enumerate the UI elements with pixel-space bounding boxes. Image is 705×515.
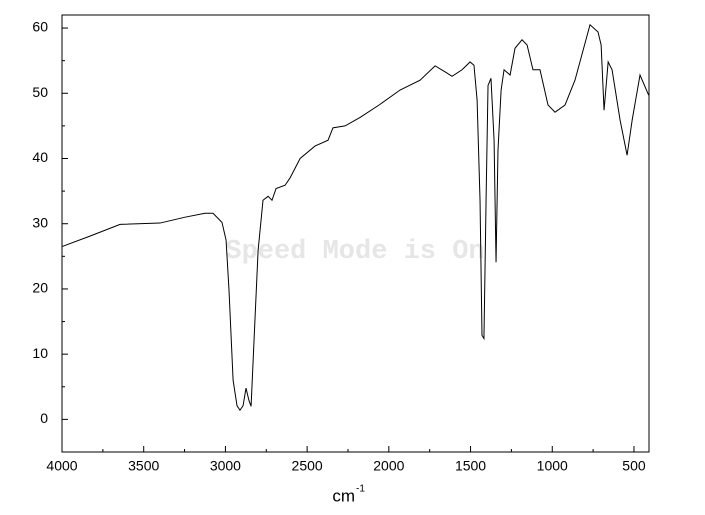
y-tick-label: 20 [32, 280, 48, 296]
y-tick-label: 60 [32, 19, 48, 35]
x-tick-label: 1000 [537, 458, 568, 474]
x-tick-label: 4000 [46, 458, 77, 474]
x-tick-label: 3000 [210, 458, 241, 474]
x-tick-label: 500 [622, 458, 646, 474]
y-tick-label: 50 [32, 84, 48, 100]
x-axis-label: cm [332, 486, 355, 505]
x-tick-label: 1500 [455, 458, 486, 474]
x-tick-label: 3500 [128, 458, 159, 474]
plot-frame [61, 14, 650, 453]
x-axis-label-superscript: -1 [356, 484, 365, 495]
y-tick-label: 10 [32, 345, 48, 361]
y-tick-label: 40 [32, 149, 48, 165]
spectrum-line [61, 23, 650, 412]
x-tick-label: 2000 [373, 458, 404, 474]
watermark: Speed Mode is On [225, 237, 484, 267]
y-tick-label: 30 [32, 214, 48, 230]
y-tick-label: 0 [40, 410, 48, 426]
x-tick-label: 2500 [292, 458, 323, 474]
